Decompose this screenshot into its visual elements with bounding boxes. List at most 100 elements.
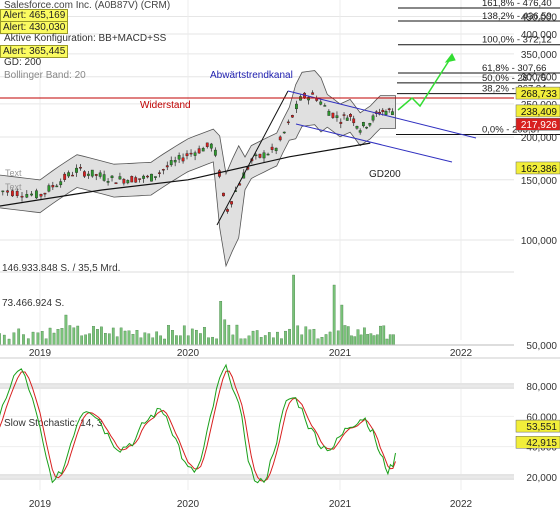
volume-bar	[300, 334, 304, 346]
candle-body	[213, 149, 217, 156]
fib-label: 100,0% - 372,12	[482, 35, 552, 46]
stoch-tick-label: 80,000	[526, 382, 557, 393]
candle-body	[157, 172, 161, 174]
alert-badge-2[interactable]: Alert: 430,030	[0, 21, 69, 34]
volume-bar	[375, 334, 379, 346]
volume-bar	[151, 337, 155, 346]
candle-body	[59, 181, 63, 186]
candle-body	[230, 201, 233, 205]
stoch-k-value: 53,551	[526, 422, 557, 433]
volume-bar	[251, 330, 255, 346]
candle-body	[189, 152, 193, 155]
volume-bar	[190, 328, 194, 346]
volume-bar	[12, 332, 16, 346]
volume-bar	[186, 335, 190, 346]
candle-body	[270, 146, 274, 150]
candle-body	[134, 177, 138, 183]
candle-body	[319, 101, 323, 105]
candle-body	[71, 174, 74, 177]
volume-bar	[350, 335, 353, 346]
candle-body	[1, 190, 5, 193]
volume-bar	[123, 330, 127, 346]
candle-body	[266, 153, 270, 156]
candle-body	[311, 92, 315, 95]
candle-body	[274, 147, 278, 152]
volume-bar	[267, 332, 271, 346]
price-tick-label: 400,000	[521, 30, 558, 41]
year-label: 2020	[177, 499, 200, 510]
volume-bar	[175, 335, 178, 346]
candle-body	[185, 153, 189, 157]
candle-body	[278, 136, 282, 141]
candle-body	[368, 123, 372, 126]
candle-body	[130, 176, 134, 183]
stoch-tick-label: 60,000	[526, 412, 557, 423]
volume-bar	[107, 333, 111, 346]
volume-bar	[379, 325, 382, 346]
candle-body	[75, 167, 78, 173]
volume-bar	[207, 337, 210, 346]
candle-body	[355, 126, 359, 129]
volume-bar	[263, 335, 267, 346]
gd-label: GD: 200	[4, 57, 42, 68]
candle-body	[290, 114, 294, 118]
candle-body	[209, 143, 213, 149]
candle-body	[371, 115, 375, 121]
volume-bar	[2, 334, 6, 346]
year-label: 2021	[329, 499, 352, 510]
candle-body	[47, 185, 51, 192]
volume-bar	[388, 334, 392, 346]
price-badge-label: 162,386	[521, 164, 558, 175]
fib-label: 138,2% - 436,59	[482, 11, 552, 22]
candle-body	[67, 172, 71, 177]
price-tick-label: 150,000	[521, 176, 558, 187]
volume-bar	[0, 333, 1, 346]
year-label: 2019	[29, 499, 52, 510]
volume-tick-label: 50,000	[526, 341, 557, 352]
volume-bar	[199, 333, 202, 346]
year-label: 2022	[450, 499, 473, 510]
volume-bar	[332, 284, 336, 346]
volume-bar	[52, 332, 56, 346]
price-tick-label: 350,000	[521, 50, 558, 61]
candle-body	[86, 173, 90, 176]
alert-badge-3[interactable]: Alert: 365,445	[0, 45, 69, 58]
volume-bar	[84, 334, 87, 346]
volume-bar	[115, 336, 119, 346]
candle-body	[102, 174, 106, 181]
volume-bar	[7, 338, 11, 346]
volume-bar	[119, 327, 123, 346]
candle-body	[193, 152, 197, 156]
candle-body	[387, 108, 391, 110]
candle-body	[218, 170, 221, 177]
volume-bar	[147, 333, 151, 346]
volume-bar	[272, 337, 275, 346]
volume-bar	[22, 334, 25, 346]
volume-bar	[80, 335, 84, 346]
price-tick-label: 100,000	[521, 236, 558, 247]
volume-bar	[304, 326, 308, 346]
volume-bar	[96, 329, 99, 346]
candle-body	[110, 175, 114, 179]
volume-bar	[239, 338, 243, 346]
volume-bar	[171, 330, 174, 346]
volume-bar	[211, 336, 214, 346]
stoch-label: Slow Stochastic: 14, 3	[4, 418, 103, 429]
candle-body	[169, 160, 173, 166]
volume-bar	[346, 326, 350, 346]
candle-body	[258, 153, 262, 158]
channel-upper-line	[287, 90, 477, 139]
volume-bar	[276, 331, 279, 346]
candle-body	[94, 174, 98, 176]
candle-body	[345, 117, 349, 121]
resistance-label: Widerstand	[140, 100, 191, 111]
candle-body	[295, 103, 298, 110]
candle-body	[114, 182, 118, 185]
candle-body	[282, 131, 286, 134]
volume-bar	[56, 329, 60, 346]
candle-body	[138, 178, 142, 180]
volume-bar	[312, 328, 316, 346]
projection-arrowhead	[444, 53, 456, 63]
candle-body	[361, 122, 365, 127]
